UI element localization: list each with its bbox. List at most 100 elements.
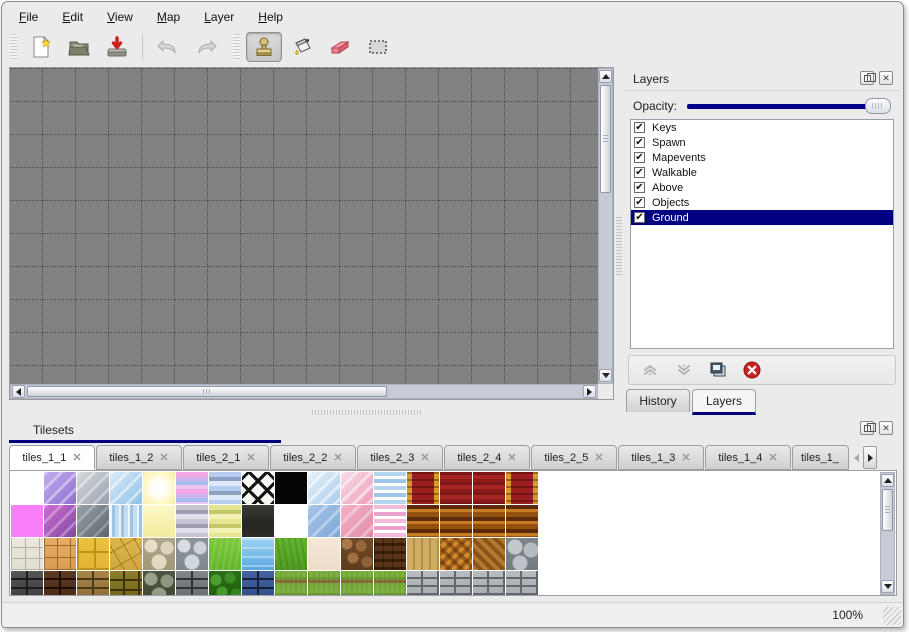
layer-visibility-checkbox[interactable]: ✔ xyxy=(634,166,645,178)
tile-gold-cracked-stone[interactable] xyxy=(110,538,142,570)
opacity-slider-track[interactable] xyxy=(687,104,891,109)
layer-visibility-checkbox[interactable]: ✔ xyxy=(634,151,645,163)
tileset-tab-tiles_1[interactable]: tiles_1_ xyxy=(792,445,849,470)
tile-gray-lavender-stripes[interactable] xyxy=(176,505,208,537)
tile-olive-stripes[interactable] xyxy=(209,505,241,537)
tile-dark-panel[interactable] xyxy=(242,505,274,537)
tile-farm-rows[interactable] xyxy=(374,571,406,595)
tile-brown-curtain[interactable] xyxy=(473,505,505,537)
tile-blue-glass[interactable] xyxy=(110,472,142,504)
tile-lattice[interactable] xyxy=(242,472,274,504)
layer-row-above[interactable]: ✔ Above xyxy=(631,180,893,195)
tileset-tab-tiles_2_2[interactable]: tiles_2_2 ✕ xyxy=(270,445,356,470)
tile-sand[interactable] xyxy=(308,538,340,570)
toolbar-grip[interactable] xyxy=(233,34,240,60)
close-tab-icon[interactable]: ✕ xyxy=(594,452,604,464)
scrollbar-thumb[interactable] xyxy=(882,489,893,531)
move-layer-up-button[interactable] xyxy=(639,359,661,381)
tile-farm-rows[interactable] xyxy=(308,571,340,595)
menu-help[interactable]: Help xyxy=(258,10,283,24)
tile-farm-rows[interactable] xyxy=(275,571,307,595)
tile-stone-brick-wall[interactable] xyxy=(440,571,472,595)
tile-pebble-dirt[interactable] xyxy=(341,538,373,570)
tile-beige-cobblestone[interactable] xyxy=(143,538,175,570)
layer-row-objects[interactable]: ✔ Objects xyxy=(631,195,893,210)
tile-basket-weave[interactable] xyxy=(440,538,472,570)
tile-gray-glass[interactable] xyxy=(77,472,109,504)
stamp-tool-button[interactable] xyxy=(246,32,282,62)
tile-white-flagstone[interactable] xyxy=(11,538,43,570)
tile-yellow-glow[interactable] xyxy=(143,472,175,504)
canvas-horizontal-scrollbar[interactable] xyxy=(10,384,598,399)
menu-layer[interactable]: Layer xyxy=(204,10,235,24)
tile-grass-bright[interactable] xyxy=(209,538,241,570)
tile-green-cobble-wall[interactable] xyxy=(143,571,175,595)
delete-layer-button[interactable] xyxy=(741,359,763,381)
float-panel-button[interactable] xyxy=(860,71,876,85)
tile-red-curtain[interactable] xyxy=(473,472,505,504)
tile-red-curtain-edge[interactable] xyxy=(506,472,538,504)
undo-button[interactable] xyxy=(150,32,186,62)
tile-blue-flat[interactable] xyxy=(308,505,340,537)
tile-stone-brick-wall[interactable] xyxy=(407,571,439,595)
tile-empty-white[interactable] xyxy=(275,505,307,537)
layer-visibility-checkbox[interactable]: ✔ xyxy=(634,211,645,223)
tile-pink-flat[interactable] xyxy=(341,505,373,537)
new-map-button[interactable] xyxy=(23,32,59,62)
tileset-tab-tiles_1_1[interactable]: tiles_1_1 ✕ xyxy=(9,445,95,470)
tile-pink-stripes[interactable] xyxy=(176,472,208,504)
tile-yellow-tiles[interactable] xyxy=(77,538,109,570)
tile-wood-shingles[interactable] xyxy=(374,538,406,570)
layer-visibility-checkbox[interactable]: ✔ xyxy=(634,121,645,133)
canvas-vertical-scrollbar[interactable] xyxy=(598,68,613,384)
scroll-left-button[interactable] xyxy=(12,385,25,398)
tile-water-shimmer[interactable] xyxy=(110,505,142,537)
horizontal-splitter[interactable] xyxy=(2,406,903,418)
close-panel-button[interactable]: ✕ xyxy=(879,421,893,435)
close-tab-icon[interactable]: ✕ xyxy=(72,452,82,464)
tile-brown-brick-wall[interactable] xyxy=(44,571,76,595)
scroll-up-button[interactable] xyxy=(599,70,612,83)
close-tab-icon[interactable]: ✕ xyxy=(420,452,430,464)
tile-wood-planks[interactable] xyxy=(407,538,439,570)
tileset-vertical-scrollbar[interactable] xyxy=(880,472,895,595)
menu-view[interactable]: View xyxy=(107,10,133,24)
tile-magenta[interactable] xyxy=(11,505,43,537)
move-layer-down-button[interactable] xyxy=(673,359,695,381)
tile-stone-brick-wall[interactable] xyxy=(506,571,538,595)
tile-blue-waves[interactable] xyxy=(374,472,406,504)
menu-map[interactable]: Map xyxy=(156,10,181,24)
fill-tool-button[interactable] xyxy=(284,32,320,62)
layer-row-walkable[interactable]: ✔ Walkable xyxy=(631,165,893,180)
opacity-slider[interactable] xyxy=(687,98,891,114)
window-resize-grip[interactable] xyxy=(883,607,901,625)
tile-pink-waves[interactable] xyxy=(374,505,406,537)
tile-blue-glass-light[interactable] xyxy=(308,472,340,504)
layers-list[interactable]: ✔ Keys ✔ Spawn ✔ Mapevents ✔ Walkable ✔ Above ✔ Obj… xyxy=(630,119,894,349)
tile-dark-gray-brick-wall[interactable] xyxy=(11,571,43,595)
tab-scroll-left-button[interactable] xyxy=(849,446,863,469)
tilesets-panel-titlebar[interactable]: Tilesets ✕ xyxy=(9,418,900,443)
duplicate-layer-button[interactable] xyxy=(707,359,729,381)
tile-tan-flagstone[interactable] xyxy=(44,538,76,570)
tile-brown-curtain[interactable] xyxy=(407,505,439,537)
close-tab-icon[interactable]: ✕ xyxy=(159,452,169,464)
close-panel-button[interactable]: ✕ xyxy=(879,71,893,85)
open-map-button[interactable] xyxy=(61,32,97,62)
tab-history[interactable]: History xyxy=(626,389,690,412)
tileset-palette[interactable] xyxy=(9,470,897,596)
tab-layers[interactable]: Layers xyxy=(692,389,756,415)
scroll-down-button[interactable] xyxy=(881,580,894,593)
tileset-tab-tiles_2_3[interactable]: tiles_2_3 ✕ xyxy=(357,445,443,470)
menu-file[interactable]: File xyxy=(19,10,39,24)
tile-black[interactable] xyxy=(275,472,307,504)
scroll-down-button[interactable] xyxy=(599,369,612,382)
tile-empty-white[interactable] xyxy=(11,472,43,504)
tileset-tab-tiles_1_2[interactable]: tiles_1_2 ✕ xyxy=(96,445,182,470)
tilesets-title-tab[interactable]: Tilesets xyxy=(9,418,281,443)
layer-visibility-checkbox[interactable]: ✔ xyxy=(634,136,645,148)
redo-button[interactable] xyxy=(188,32,224,62)
scrollbar-thumb[interactable] xyxy=(600,85,611,193)
layer-row-mapevents[interactable]: ✔ Mapevents xyxy=(631,150,893,165)
tile-red-curtain[interactable] xyxy=(440,472,472,504)
